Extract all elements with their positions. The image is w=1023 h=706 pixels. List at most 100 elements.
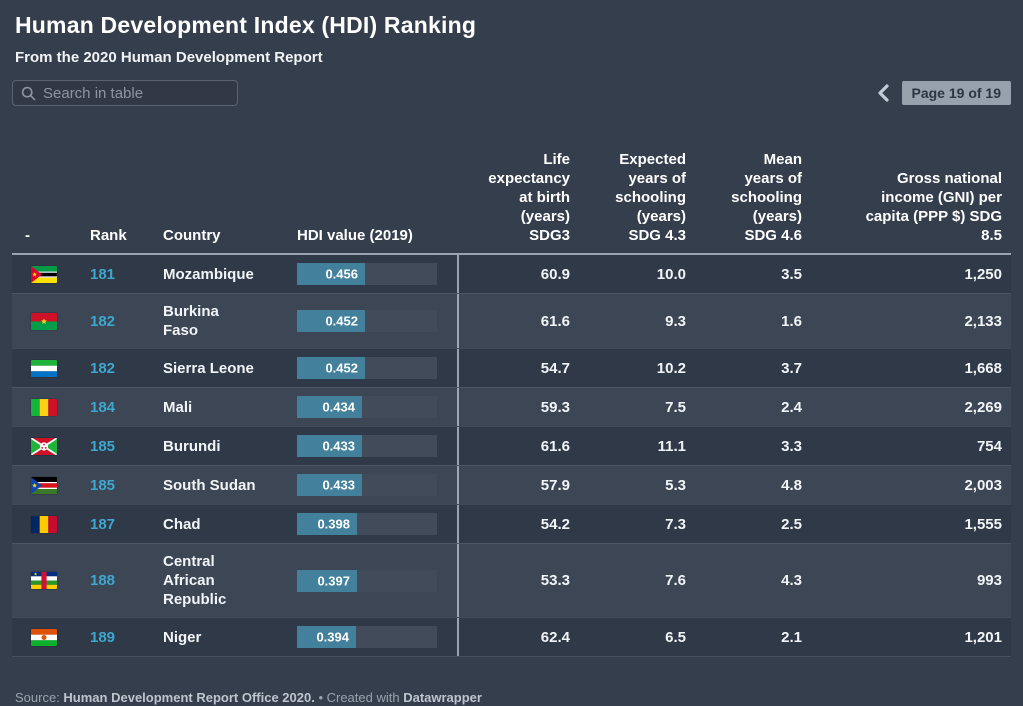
table-row: 185 Burundi 0.433 61.6 11.1 3.3 754 xyxy=(12,426,1011,465)
search-box[interactable] xyxy=(12,80,238,106)
gni-cell: 754 xyxy=(976,437,1002,455)
hdi-bar-track: 0.452 xyxy=(297,310,437,332)
gni-cell: 1,668 xyxy=(964,359,1002,377)
flag-cell xyxy=(12,427,62,465)
gni-cell: 2,003 xyxy=(964,476,1002,494)
mean-schooling-cell: 3.3 xyxy=(781,437,802,455)
hdi-value-label: 0.434 xyxy=(322,399,355,415)
hdi-value-label: 0.398 xyxy=(317,516,350,532)
mean-schooling-cell: 4.3 xyxy=(781,572,802,589)
hdi-bar-cell: 0.433 xyxy=(290,466,457,504)
flag-cell xyxy=(12,294,62,348)
country-cell: Chad xyxy=(163,515,201,533)
table-row: 187 Chad 0.398 54.2 7.3 2.5 1,555 xyxy=(12,504,1011,543)
hdi-bar-cell: 0.433 xyxy=(290,427,457,465)
country-cell: Burundi xyxy=(163,437,221,455)
flag-cell xyxy=(12,505,62,543)
hdi-bar-cell: 0.397 xyxy=(290,544,457,617)
rank-cell: 189 xyxy=(90,628,116,646)
search-icon xyxy=(21,86,36,100)
country-cell: Mali xyxy=(163,398,193,416)
column-header-rank[interactable]: Rank xyxy=(90,227,127,244)
gni-cell: 2,269 xyxy=(964,398,1002,416)
hdi-bar-fill: 0.433 xyxy=(297,435,362,457)
table-row: 189 Niger 0.394 62.4 6.5 2.1 1,201 xyxy=(12,617,1011,657)
rank-cell: 185 xyxy=(90,476,116,494)
expected-schooling-cell: 7.3 xyxy=(665,515,686,533)
burkina-faso-flag-icon xyxy=(31,312,57,330)
expected-schooling-cell: 10.0 xyxy=(656,265,686,283)
expected-schooling-cell: 11.1 xyxy=(657,437,686,455)
life-expectancy-cell: 61.6 xyxy=(457,294,580,348)
life-expectancy-cell: 53.3 xyxy=(457,544,580,617)
country-cell: Sierra Leone xyxy=(163,359,254,377)
rank-cell: 184 xyxy=(90,398,116,416)
table-row: 188 Central African Republic 0.397 53.3 … xyxy=(12,543,1011,617)
hdi-bar-fill: 0.397 xyxy=(297,569,357,592)
hdi-bar-cell: 0.394 xyxy=(290,618,457,656)
hdi-value-label: 0.433 xyxy=(322,438,355,454)
gni-cell: 1,555 xyxy=(964,515,1002,533)
niger-flag-icon xyxy=(31,628,57,646)
hdi-bar-cell: 0.452 xyxy=(290,349,457,387)
life-expectancy-cell: 54.7 xyxy=(457,349,580,387)
hdi-bar-cell: 0.456 xyxy=(290,255,457,293)
chad-flag-icon xyxy=(31,515,57,533)
mali-flag-icon xyxy=(31,398,57,416)
column-header-gni[interactable]: Gross national income (GNI) per capita (… xyxy=(865,170,1002,244)
burundi-flag-icon xyxy=(31,437,57,455)
table-controls: Page 19 of 19 xyxy=(12,80,1011,106)
column-header-hdi[interactable]: HDI value (2019) xyxy=(297,227,413,244)
pagination: Page 19 of 19 xyxy=(875,81,1011,105)
table-row: 181 Mozambique 0.456 60.9 10.0 3.5 1,250 xyxy=(12,255,1011,293)
flag-cell xyxy=(12,544,62,617)
table-header-row: - Rank Country HDI value (2019) Life exp… xyxy=(12,106,1011,255)
rank-cell: 188 xyxy=(90,572,116,589)
rank-cell: 181 xyxy=(90,265,116,283)
flag-cell xyxy=(12,349,62,387)
country-cell: Mozambique xyxy=(163,265,254,283)
hdi-bar-track: 0.433 xyxy=(297,435,437,457)
gni-cell: 1,201 xyxy=(964,628,1002,646)
mean-schooling-cell: 2.5 xyxy=(781,515,802,533)
hdi-bar-fill: 0.452 xyxy=(297,310,365,332)
hdi-bar-track: 0.398 xyxy=(297,513,437,535)
life-expectancy-cell: 62.4 xyxy=(457,618,580,656)
column-header-life-expectancy[interactable]: Life expectancy at birth (years) SDG3 xyxy=(488,151,570,244)
column-header-flag[interactable]: - xyxy=(25,227,30,244)
page-subtitle: From the 2020 Human Development Report xyxy=(15,49,323,66)
hdi-bar-fill: 0.394 xyxy=(297,626,356,648)
table-body: 181 Mozambique 0.456 60.9 10.0 3.5 1,250… xyxy=(12,255,1011,657)
mean-schooling-cell: 3.7 xyxy=(781,359,802,377)
table-row: 185 South Sudan 0.433 57.9 5.3 4.8 2,003 xyxy=(12,465,1011,504)
footer-text: Source: xyxy=(15,690,64,705)
rank-cell: 182 xyxy=(90,312,116,330)
hdi-bar-cell: 0.452 xyxy=(290,294,457,348)
life-expectancy-cell: 57.9 xyxy=(457,466,580,504)
expected-schooling-cell: 7.5 xyxy=(665,398,686,416)
rank-cell: 182 xyxy=(90,359,116,377)
chevron-left-icon xyxy=(877,84,889,102)
country-cell: Niger xyxy=(163,628,202,646)
column-header-country[interactable]: Country xyxy=(163,227,221,244)
column-header-expected-schooling[interactable]: Expected years of schooling (years) SDG … xyxy=(615,151,686,244)
hdi-bar-cell: 0.434 xyxy=(290,388,457,426)
flag-cell xyxy=(12,255,62,293)
datawrapper-table-page: Human Development Index (HDI) Ranking Fr… xyxy=(0,10,1023,706)
hdi-bar-track: 0.452 xyxy=(297,357,437,379)
expected-schooling-cell: 10.2 xyxy=(656,359,686,377)
expected-schooling-cell: 9.3 xyxy=(665,312,686,330)
search-input[interactable] xyxy=(43,84,229,102)
column-header-mean-schooling[interactable]: Mean years of schooling (years) SDG 4.6 xyxy=(731,151,802,244)
expected-schooling-cell: 6.5 xyxy=(665,628,686,646)
footer-datawrapper-credit[interactable]: Datawrapper xyxy=(403,690,482,705)
footer-source-name: Human Development Report Office 2020. xyxy=(63,690,315,705)
sierra-leone-flag-icon xyxy=(31,359,57,377)
previous-page-button[interactable] xyxy=(875,82,892,104)
mean-schooling-cell: 4.8 xyxy=(781,476,802,494)
mean-schooling-cell: 1.6 xyxy=(781,312,802,330)
life-expectancy-cell: 61.6 xyxy=(457,427,580,465)
expected-schooling-cell: 7.6 xyxy=(665,572,686,589)
table-row: 182 Sierra Leone 0.452 54.7 10.2 3.7 1,6… xyxy=(12,348,1011,387)
page-indicator-badge: Page 19 of 19 xyxy=(901,81,1011,105)
